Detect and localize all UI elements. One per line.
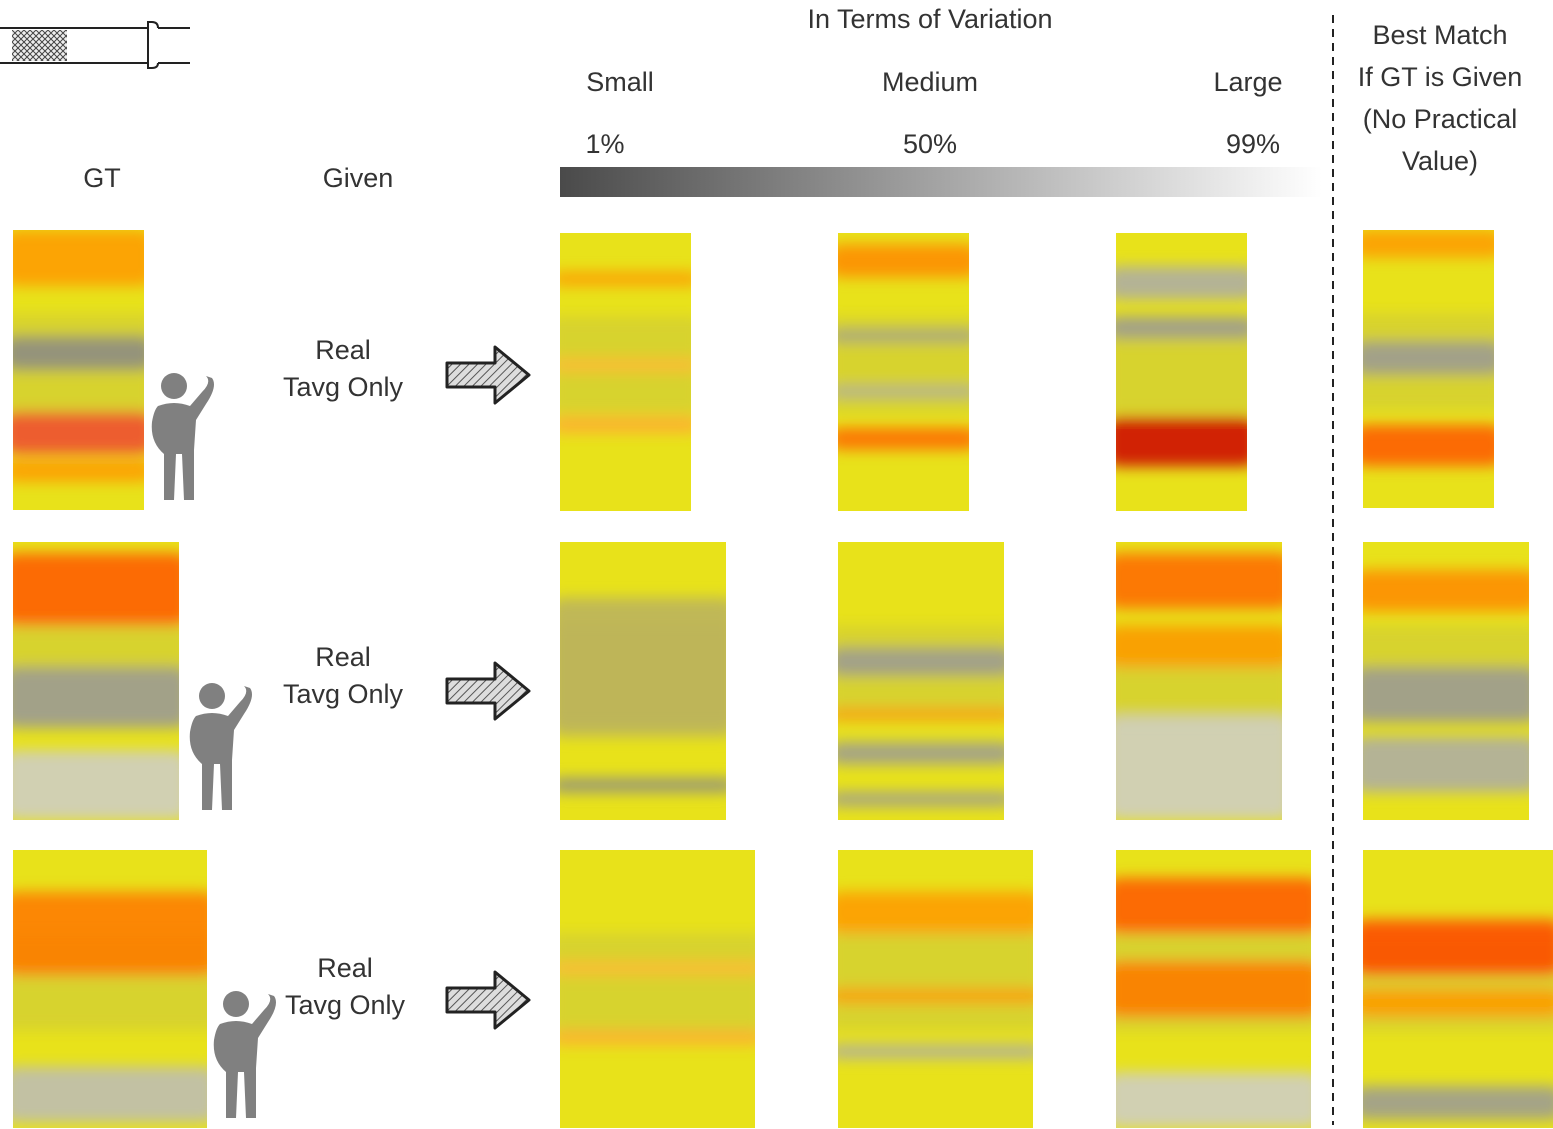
heatmap: [1106, 233, 1257, 511]
percentile-label: 99%: [1226, 129, 1280, 159]
heatmap: [550, 233, 701, 511]
best-match-label: (No Practical: [1363, 104, 1518, 134]
given-label: Real: [315, 642, 371, 672]
given-label: Real: [315, 335, 371, 365]
column-label: Given: [323, 163, 394, 193]
heatmap: [1353, 230, 1504, 508]
best-match-label: Value): [1402, 146, 1478, 176]
given-label: Real: [317, 953, 373, 983]
person-icon: [214, 991, 276, 1118]
heatmap: [3, 542, 189, 820]
level-label: Large: [1213, 67, 1282, 97]
person-icon: [152, 373, 214, 500]
tube-icon: [0, 22, 190, 68]
figure: In Terms of Variation Small Medium Large…: [0, 0, 1553, 1129]
given-label: Tavg Only: [285, 990, 406, 1020]
person-icon: [190, 683, 252, 810]
arrow-icon: [447, 347, 529, 403]
percentile-label: 1%: [585, 129, 624, 159]
given-label: Tavg Only: [283, 372, 404, 402]
heatmap: [828, 233, 979, 511]
heatmap: [828, 542, 1014, 820]
column-label: GT: [83, 163, 121, 193]
level-label: Small: [586, 67, 654, 97]
best-match-label: If GT is Given: [1358, 62, 1523, 92]
heatmap: [3, 230, 154, 510]
heatmap: [1353, 542, 1539, 820]
heatmap: [1106, 542, 1292, 820]
given-label: Tavg Only: [283, 679, 404, 709]
heatmap: [550, 850, 765, 1128]
heatmap: [1353, 850, 1553, 1128]
percentile-label: 50%: [903, 129, 957, 159]
heatmap: [3, 850, 217, 1128]
heatmap: [1106, 850, 1321, 1128]
best-match-label: Best Match: [1372, 20, 1507, 50]
arrow-icon: [447, 972, 529, 1028]
header-title: In Terms of Variation: [807, 4, 1052, 34]
arrow-icon: [447, 663, 529, 719]
heatmap: [828, 850, 1043, 1128]
level-label: Medium: [882, 67, 978, 97]
heatmap: [550, 542, 736, 820]
variation-gradient: [560, 167, 1322, 197]
